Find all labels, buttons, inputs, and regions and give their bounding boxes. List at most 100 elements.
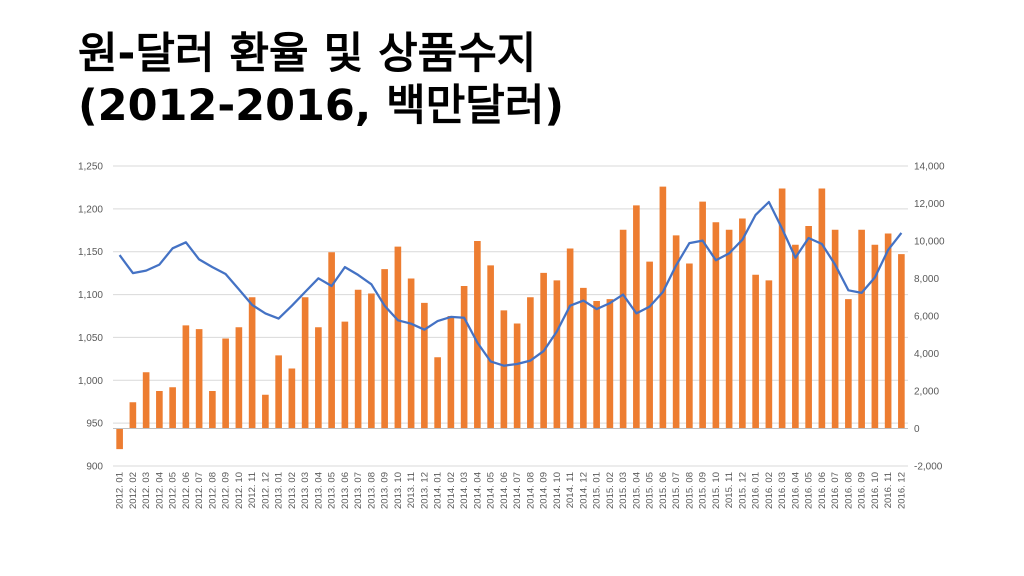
x-tick-label: 2014. 07 [512, 472, 523, 509]
x-tick-label: 2016. 02 [764, 472, 775, 509]
x-tick-label: 2013. 04 [313, 472, 324, 509]
x-tick-label: 2014. 11 [565, 472, 576, 508]
bar [235, 327, 243, 429]
x-tick-label: 2012. 01 [115, 472, 126, 509]
x-tick-label: 2012. 05 [168, 472, 179, 509]
x-tick-label: 2016. 06 [817, 472, 828, 509]
bar [487, 265, 494, 429]
x-tick-label: 2014. 08 [525, 472, 536, 509]
bar [500, 310, 508, 429]
bar [858, 229, 865, 429]
bar [182, 325, 190, 429]
bar [209, 391, 216, 429]
x-tick-label: 2012. 02 [128, 472, 139, 509]
gridlines [113, 165, 908, 467]
bar [248, 297, 256, 429]
bar [116, 428, 123, 450]
x-tick-label: 2012. 09 [221, 472, 232, 509]
line-series [118, 200, 903, 367]
x-tick-label: 2012. 08 [207, 472, 218, 509]
bar [169, 387, 176, 429]
bar [381, 269, 388, 429]
x-tick-label: 2015. 04 [631, 472, 642, 509]
bar [513, 323, 521, 429]
bar [474, 241, 481, 429]
exchange-rate-line [118, 200, 903, 367]
x-tick-label: 2014. 02 [446, 472, 457, 509]
x-tick-label: 2013. 05 [327, 472, 338, 509]
x-tick-label: 2016. 10 [870, 472, 881, 509]
x-tick-label: 2015. 07 [671, 472, 682, 509]
bar [195, 329, 203, 429]
bar [659, 186, 667, 429]
x-tick-label: 2015. 09 [698, 472, 709, 509]
x-tick-label: 2016. 03 [777, 472, 788, 509]
x-tick-label: 2013. 10 [393, 472, 404, 509]
x-tick-label: 2016. 04 [790, 472, 801, 509]
x-tick-label: 2016. 07 [830, 472, 841, 509]
x-tick-label: 2013. 12 [419, 472, 430, 509]
x-tick-label: 2013. 11 [406, 472, 417, 508]
x-tick-label: 2014. 01 [433, 472, 444, 509]
x-tick-label: 2016. 09 [857, 472, 868, 509]
bar [315, 327, 322, 429]
bar [553, 280, 561, 429]
x-tick-label: 2014. 05 [486, 472, 497, 509]
bar [262, 394, 269, 429]
bar-series [116, 186, 905, 450]
left-tick-label: 1,150 [78, 247, 103, 258]
right-axis: -2,000 0 2,000 4,000 6,000 8,000 10,000 12,000 1… [914, 162, 945, 473]
bar [407, 278, 415, 429]
x-tick-label: 2012. 07 [194, 472, 205, 509]
bar [460, 286, 468, 429]
bar [288, 368, 296, 429]
bar [606, 299, 614, 429]
bar [368, 293, 375, 429]
x-tick-label: 2014. 12 [578, 472, 589, 509]
x-tick-label: 2016. 05 [804, 472, 815, 509]
bar [328, 252, 335, 429]
bar [434, 357, 441, 429]
x-tick-label: 2013. 07 [353, 472, 364, 509]
x-tick-label: 2014. 09 [539, 472, 550, 509]
bar [156, 391, 163, 429]
left-tick-label: 1,000 [78, 376, 103, 387]
x-tick-label: 2016. 08 [843, 472, 854, 509]
bar [752, 274, 759, 429]
x-tick-label: 2014. 06 [499, 472, 510, 509]
bar [765, 280, 773, 429]
bar [142, 372, 150, 429]
bar [341, 321, 349, 429]
bar [421, 302, 428, 429]
x-tick-label: 2015. 12 [737, 472, 748, 509]
x-tick-label: 2012. 12 [260, 472, 271, 509]
bar [805, 226, 812, 429]
left-tick-label: 1,250 [78, 162, 103, 173]
bar [354, 289, 362, 429]
title-block: 원-달러 환율 및 상품수지 (2012-2016, 백만달러) [78, 28, 564, 132]
x-tick-label: 2016. 01 [751, 472, 762, 509]
chart-subtitle: (2012-2016, 백만달러) [78, 81, 565, 131]
left-tick-label: 1,200 [78, 204, 103, 215]
left-tick-label: 950 [86, 419, 103, 430]
bar [699, 201, 706, 429]
right-tick-label: -2,000 [914, 462, 943, 473]
x-tick-label: 2014. 10 [552, 472, 563, 509]
x-tick-label: 2013. 09 [380, 472, 391, 509]
bar [725, 229, 733, 429]
x-tick-label: 2013. 03 [300, 472, 311, 509]
bar [593, 301, 600, 429]
right-tick-label: 2,000 [914, 387, 939, 398]
x-tick-label: 2012. 04 [154, 472, 165, 509]
x-tick-label: 2013. 02 [287, 472, 298, 509]
right-tick-label: 0 [914, 424, 920, 435]
x-tick-label: 2013. 06 [340, 472, 351, 509]
bar [778, 188, 786, 429]
x-tick-label: 2015. 08 [684, 472, 695, 509]
bar [646, 261, 653, 429]
bar [275, 355, 282, 429]
bar [619, 229, 627, 429]
bar [739, 218, 746, 429]
left-tick-label: 1,100 [78, 290, 103, 301]
